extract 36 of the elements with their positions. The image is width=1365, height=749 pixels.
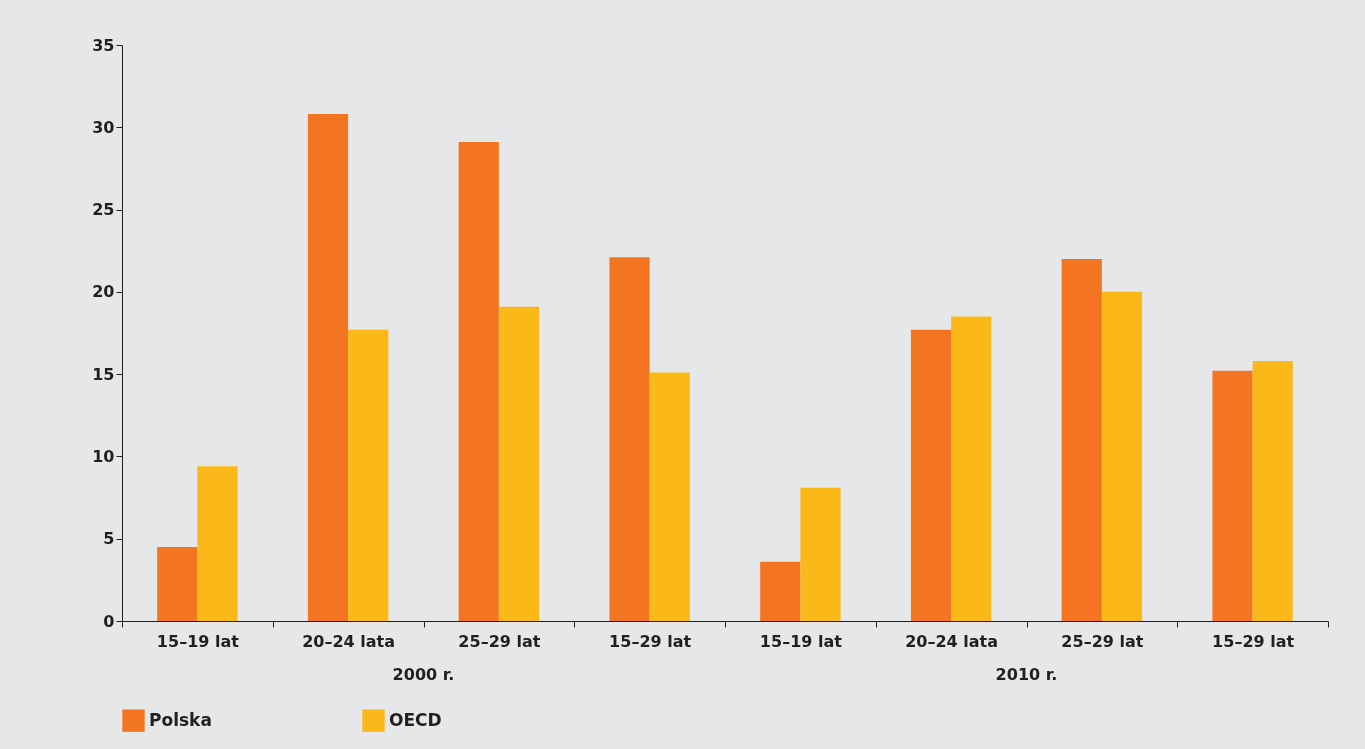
x-tick-label: 15–29 lat bbox=[609, 631, 692, 651]
bar bbox=[197, 466, 238, 621]
bar bbox=[1101, 291, 1143, 621]
bar bbox=[157, 546, 198, 621]
text: 2010 r. bbox=[995, 665, 1058, 684]
bar bbox=[800, 487, 841, 621]
bar bbox=[910, 329, 952, 621]
bar bbox=[1061, 258, 1102, 621]
x-tick-label: 20–24 lata bbox=[905, 631, 999, 651]
legend-label: OECD bbox=[389, 709, 442, 730]
text: 2000 r. bbox=[392, 665, 455, 684]
x-tick-label: 25–29 lat bbox=[1061, 631, 1144, 651]
x-tick-label: 15–19 lat bbox=[156, 631, 240, 651]
y-tick-label: 25 bbox=[92, 200, 115, 220]
legend-label: Polska bbox=[149, 709, 212, 730]
bar bbox=[760, 561, 801, 621]
bar bbox=[458, 142, 499, 621]
x-tick-label: 25–29 lat bbox=[458, 631, 541, 651]
bar bbox=[649, 372, 690, 621]
bar bbox=[498, 306, 540, 621]
y-tick-label: 30 bbox=[92, 117, 115, 137]
bar bbox=[307, 114, 349, 621]
y-tick-label: 15 bbox=[92, 364, 115, 384]
y-tick-label: 35 bbox=[92, 35, 115, 55]
bar bbox=[951, 316, 992, 621]
y-tick-label: 10 bbox=[92, 446, 115, 466]
bar bbox=[1212, 370, 1253, 621]
x-tick-label: 15–19 lat bbox=[759, 631, 843, 651]
x-tick-label: 20–24 lata bbox=[302, 631, 396, 651]
bar bbox=[609, 257, 650, 621]
y-tick-label: 0 bbox=[103, 611, 115, 631]
bar bbox=[1252, 360, 1293, 621]
y-tick-label: 20 bbox=[92, 282, 115, 302]
x-tick-label: 15–29 lat bbox=[1212, 631, 1295, 651]
y-tick-label: 5 bbox=[103, 529, 115, 549]
bar bbox=[348, 329, 389, 621]
